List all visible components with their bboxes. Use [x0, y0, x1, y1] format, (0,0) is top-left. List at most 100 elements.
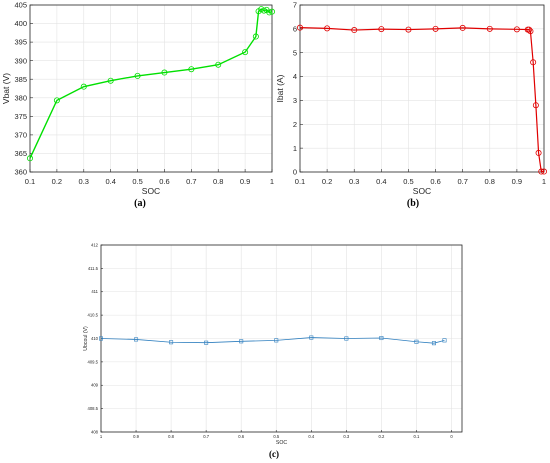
p2-y-tick-label: 0	[293, 168, 297, 177]
p2-data-point	[541, 168, 548, 175]
p3-x-tick-label: 0.5	[273, 434, 279, 439]
p2-x-tick-label: 0.7	[457, 177, 467, 186]
p3-y-tick-label: 412	[91, 242, 99, 247]
p3-x-tick-label: 1	[100, 434, 103, 439]
p1-data-point	[134, 72, 141, 79]
p1-data-point	[80, 83, 87, 90]
p3-data-point	[442, 338, 447, 343]
p3-data-point	[431, 341, 436, 346]
p1-x-tick-label: 0.3	[79, 177, 89, 186]
p1-x-tick-label: 0.8	[213, 177, 223, 186]
p2-x-tick-label: 0.4	[376, 177, 386, 186]
p1-data-point	[188, 66, 195, 73]
p1-data-point	[260, 7, 267, 14]
p1-x-tick-label: 0.9	[240, 177, 250, 186]
p1-y-tick-label: 375	[14, 112, 27, 121]
p2-data-point	[378, 26, 385, 33]
p2-y-tick-label: 2	[293, 120, 297, 129]
p2-x-axis-label: SOC	[413, 186, 431, 196]
p3-x-tick-label: 0	[450, 434, 453, 439]
p1-data-point	[107, 77, 114, 84]
p1-y-tick-label: 400	[14, 19, 27, 28]
p3-x-tick-label: 0.7	[203, 434, 209, 439]
p3-data-point	[169, 340, 174, 345]
p1-y-tick-label: 405	[14, 1, 27, 10]
p3-x-tick-label: 0.8	[168, 434, 174, 439]
p1-x-tick-label: 0.4	[105, 177, 115, 186]
p2-x-tick-label: 0.1	[295, 177, 305, 186]
p2-y-tick-label: 6	[293, 24, 297, 33]
p3-data-point	[309, 335, 314, 340]
p2-y-axis-label: Ibat (A)	[275, 74, 285, 102]
p2-y-tick-label: 4	[293, 72, 297, 81]
p2-y-tick-label: 7	[293, 1, 297, 10]
p2-data-point	[535, 149, 542, 156]
p3-y-tick-label: 410.5	[88, 313, 99, 318]
p2-data-point	[532, 102, 539, 109]
p2-y-tick-label: 5	[293, 48, 297, 57]
p1-x-tick-label: 0.7	[186, 177, 196, 186]
p1-plot-area	[30, 5, 272, 172]
p2-data-point	[538, 168, 545, 175]
p2-x-tick-label: 1	[542, 177, 546, 186]
p1-data-point	[268, 8, 275, 15]
p1-x-tick-label: 0.1	[25, 177, 35, 186]
p3-data-point	[99, 336, 104, 341]
p3-y-axis-label: Ubcoul (V)	[83, 326, 89, 351]
p1-data-point	[242, 49, 249, 56]
p3-y-tick-label: 410	[91, 336, 99, 341]
p3-x-tick-label: 0.6	[238, 434, 244, 439]
p2-data-point	[530, 59, 537, 66]
p3-data-point	[134, 337, 139, 342]
p3-y-tick-label: 409	[91, 383, 99, 388]
p3-y-tick-label: 408.5	[88, 406, 99, 411]
p1-y-tick-label: 385	[14, 75, 27, 84]
p2-data-point	[324, 25, 331, 32]
p1-data-point	[215, 61, 222, 68]
p3-y-tick-label: 411.5	[88, 266, 99, 271]
p1-panel-label: (a)	[134, 198, 146, 209]
p1-x-tick-label: 0.5	[132, 177, 142, 186]
p2-data-point	[459, 24, 466, 31]
p1-data-point	[161, 69, 168, 76]
p3-x-tick-label: 0.3	[343, 434, 349, 439]
p3-x-tick-label: 0.2	[378, 434, 384, 439]
p1-y-tick-label: 370	[14, 131, 27, 140]
p1-x-tick-label: 0.6	[159, 177, 169, 186]
p3-x-tick-label: 0.4	[308, 434, 314, 439]
p2-data-point	[526, 26, 533, 33]
p3-data-point	[344, 336, 349, 341]
p1-data-point	[266, 9, 273, 16]
p1-y-tick-label: 395	[14, 38, 27, 47]
p2-x-tick-label: 0.2	[322, 177, 332, 186]
p2-data-point	[486, 25, 493, 32]
p2-data-point	[527, 28, 534, 35]
p2-data-point	[432, 25, 439, 32]
p3-data-point	[414, 339, 419, 344]
p2-x-tick-label: 0.9	[512, 177, 522, 186]
p3-data-point	[239, 339, 244, 344]
p2-x-tick-label: 0.8	[485, 177, 495, 186]
p2-series-line	[299, 27, 544, 173]
p3-x-axis-label: SOC	[276, 440, 287, 446]
p1-axes-frame	[29, 4, 273, 173]
p2-plot-area	[300, 5, 544, 172]
p1-data-point	[53, 97, 60, 104]
p1-y-tick-label: 365	[14, 149, 27, 158]
p1-y-tick-label: 380	[14, 93, 27, 102]
p2-panel-label: (b)	[407, 198, 419, 209]
p1-data-point	[26, 155, 33, 162]
p2-y-tick-label: 3	[293, 96, 297, 105]
p2-x-tick-label: 0.3	[349, 177, 359, 186]
p1-series-line	[29, 8, 273, 159]
p1-x-axis-label: SOC	[142, 186, 160, 196]
p1-x-tick-label: 0.2	[52, 177, 62, 186]
p3-x-tick-label: 0.1	[414, 434, 420, 439]
p2-y-tick-label: 1	[293, 144, 297, 153]
p3-series-line	[100, 337, 445, 344]
p2-data-point	[296, 24, 303, 31]
p3-y-tick-label: 411	[91, 289, 98, 294]
p3-panel-label: (c)	[269, 449, 279, 459]
p3-y-tick-label: 409.5	[88, 359, 99, 364]
